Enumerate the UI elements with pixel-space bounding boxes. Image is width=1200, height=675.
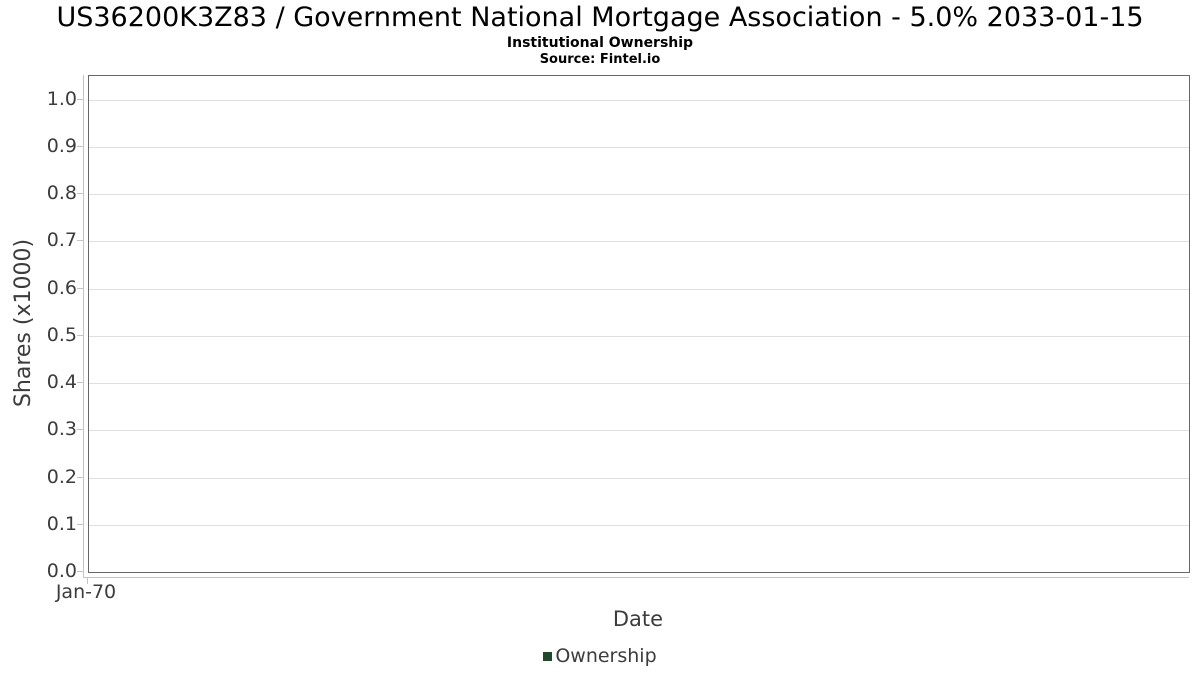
x-axis-tick	[87, 577, 88, 584]
y-axis-tick	[77, 571, 83, 572]
x-tick-label: Jan-70	[55, 581, 117, 603]
y-axis-tick	[77, 382, 83, 383]
y-gridline	[89, 478, 1189, 479]
y-axis-tick	[77, 477, 83, 478]
y-axis-tick	[77, 429, 83, 430]
y-tick-label: 0.8	[46, 182, 77, 204]
y-axis-tick	[77, 335, 83, 336]
x-axis-line	[83, 577, 1189, 578]
y-tick-label: 0.7	[46, 229, 77, 251]
x-axis-title: Date	[612, 607, 664, 631]
y-gridline	[89, 525, 1189, 526]
legend-label: Ownership	[555, 645, 657, 667]
y-tick-label: 0.9	[46, 135, 77, 157]
y-axis-tick	[77, 146, 83, 147]
y-gridline	[89, 336, 1189, 337]
y-gridline	[89, 289, 1189, 290]
legend-item-ownership[interactable]: Ownership	[543, 645, 657, 667]
y-tick-label: 0.6	[46, 277, 77, 299]
y-gridline	[89, 430, 1189, 431]
y-axis-tick	[77, 288, 83, 289]
y-tick-label: 0.1	[46, 513, 77, 535]
y-gridline	[89, 241, 1189, 242]
chart-subtitle: Institutional Ownership	[506, 35, 694, 51]
y-axis-tick	[77, 99, 83, 100]
y-gridline	[89, 383, 1189, 384]
y-tick-label: 0.0	[46, 560, 77, 582]
chart-source: Source: Fintel.io	[539, 52, 661, 67]
chart-title: US36200K3Z83 / Government National Mortg…	[56, 2, 1144, 33]
y-gridline	[89, 147, 1189, 148]
y-gridline	[89, 194, 1189, 195]
y-gridline	[89, 100, 1189, 101]
legend-marker-square-icon	[543, 651, 553, 661]
y-tick-label: 1.0	[46, 88, 77, 110]
legend: Ownership	[0, 645, 1200, 667]
plot-area	[88, 75, 1190, 573]
y-axis-line	[83, 75, 84, 578]
y-axis-tick	[77, 524, 83, 525]
y-tick-label: 0.2	[46, 466, 77, 488]
y-tick-label: 0.5	[46, 324, 77, 346]
y-axis-tick	[77, 240, 83, 241]
y-axis-tick	[77, 193, 83, 194]
y-tick-label: 0.4	[46, 371, 77, 393]
y-axis-title: Shares (x1000)	[11, 238, 36, 408]
y-tick-label: 0.3	[46, 418, 77, 440]
